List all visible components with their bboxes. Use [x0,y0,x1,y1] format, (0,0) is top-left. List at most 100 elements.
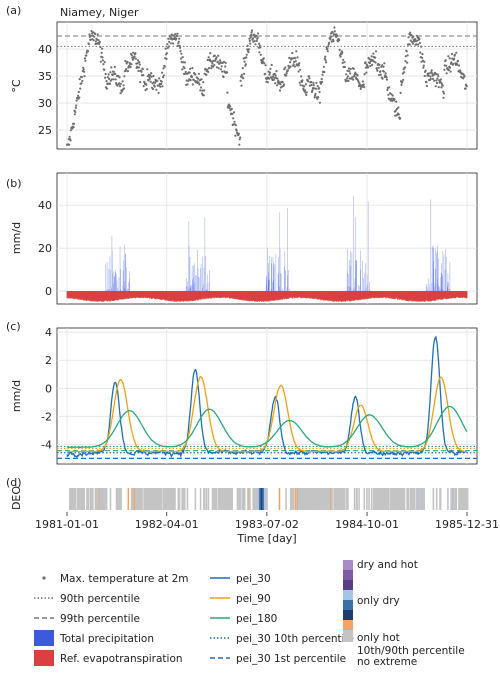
a-ytick-2: 35 [38,70,52,83]
temperature-point [203,89,206,92]
deo-cell [97,488,99,510]
temperature-point [101,56,104,59]
temperature-point [276,77,279,80]
deo-cell [231,488,233,510]
temperature-point [299,68,302,71]
temperature-point [80,82,83,85]
temperature-point [397,106,400,109]
deo-cell [328,488,331,510]
temperature-point [435,81,439,85]
temperature-point [80,75,83,79]
deo-cell [105,488,108,510]
temperature-point [274,82,277,85]
temperature-point [314,92,317,95]
panel-label-b: (b) [6,177,22,190]
temperature-point [455,51,458,54]
deo-cell [363,488,366,510]
temperature-point [162,74,165,77]
deo-cell [299,488,302,510]
temperature-point [125,68,128,71]
temperature-point [179,57,183,60]
temperature-point [172,42,175,45]
temperature-point [463,75,466,78]
temperature-point [462,77,465,80]
temperature-point [160,82,163,86]
temperature-point [207,67,211,70]
temperature-point [166,43,169,46]
panel-label-c: (c) [6,320,21,333]
temperature-point [103,61,106,64]
temperature-point [142,85,145,88]
temperature-point [68,135,71,138]
deo-cell [133,488,135,510]
temperature-point [312,84,315,87]
deo-cell [74,488,77,510]
deo-cell [374,488,376,510]
temperature-point [402,78,405,81]
temperature-point [253,40,256,43]
temperature-point [224,61,227,64]
temperature-point [391,99,394,102]
temperature-point [243,60,246,63]
legend-label: 99th percentile [60,613,140,625]
temperature-point [94,40,97,43]
temperature-point [347,67,350,70]
temperature-point [137,69,140,73]
temperature-point [410,40,414,43]
temperature-point [339,55,342,58]
temperature-point [183,61,186,64]
deo-cell [186,488,189,510]
temperature-point [422,66,425,69]
temperature-point [211,62,214,65]
deo-cell [174,488,176,510]
temperature-point [423,60,426,63]
deo-cell [324,488,327,510]
temperature-point [126,60,129,64]
deo-cell [292,488,295,510]
temperature-point [113,65,116,68]
temperature-point [321,73,324,76]
temperature-point [457,64,460,67]
temperature-point [320,77,323,81]
temperature-point [434,85,437,88]
temperature-point [294,60,297,63]
temperature-point [298,81,301,84]
temperature-point [310,83,313,87]
temperature-point [118,82,121,85]
deo-dry-cell [257,488,260,510]
temperature-point [163,65,166,68]
temperature-point [382,65,385,68]
temperature-point [108,82,112,85]
temperature-point [415,43,418,46]
temperature-point [285,72,288,75]
temperature-point [310,81,313,84]
temperature-point [178,37,181,40]
temperature-point [333,26,336,29]
temperature-point [430,69,433,72]
deo-cell [466,488,469,510]
temperature-point [307,80,310,83]
temperature-point [338,39,341,42]
deo-cell [413,488,416,510]
deo-cell [155,488,157,510]
deo-cell [178,488,181,510]
temperature-point [222,60,225,64]
temperature-point [453,53,456,57]
temperature-point [177,40,180,43]
temperature-point [459,69,462,72]
temperature-point [191,67,194,70]
temperature-point [201,89,204,92]
temperature-point [374,50,378,53]
legend-label: pei_90 [236,593,271,605]
temperature-point [173,36,176,39]
temperature-point [273,76,276,79]
temperature-point [256,36,259,39]
temperature-point [204,67,207,70]
temperature-point [232,111,236,114]
temperature-point [241,67,244,70]
temperature-point [133,55,136,58]
temperature-point [378,63,381,66]
temperature-point [421,56,424,59]
temperature-point [332,39,335,43]
